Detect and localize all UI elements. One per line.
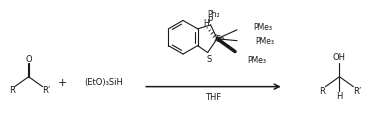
Text: +: +: [58, 77, 67, 87]
Text: Ph₂: Ph₂: [207, 9, 220, 18]
Text: (EtO)₃SiH: (EtO)₃SiH: [84, 78, 123, 86]
Text: H: H: [336, 91, 342, 100]
Text: R’: R’: [42, 85, 51, 94]
Text: THF: THF: [205, 92, 221, 101]
Text: R’: R’: [353, 86, 362, 95]
Text: O: O: [25, 55, 32, 64]
Text: P: P: [207, 16, 212, 25]
Text: R: R: [9, 85, 15, 94]
Text: PMe₃: PMe₃: [247, 56, 266, 64]
Text: S: S: [206, 55, 211, 63]
Text: H: H: [203, 19, 209, 28]
Text: PMe₃: PMe₃: [253, 23, 272, 32]
Text: PMe₃: PMe₃: [255, 37, 274, 46]
Text: Fe: Fe: [215, 35, 225, 44]
Text: R: R: [319, 86, 325, 95]
Text: OH: OH: [333, 53, 346, 62]
